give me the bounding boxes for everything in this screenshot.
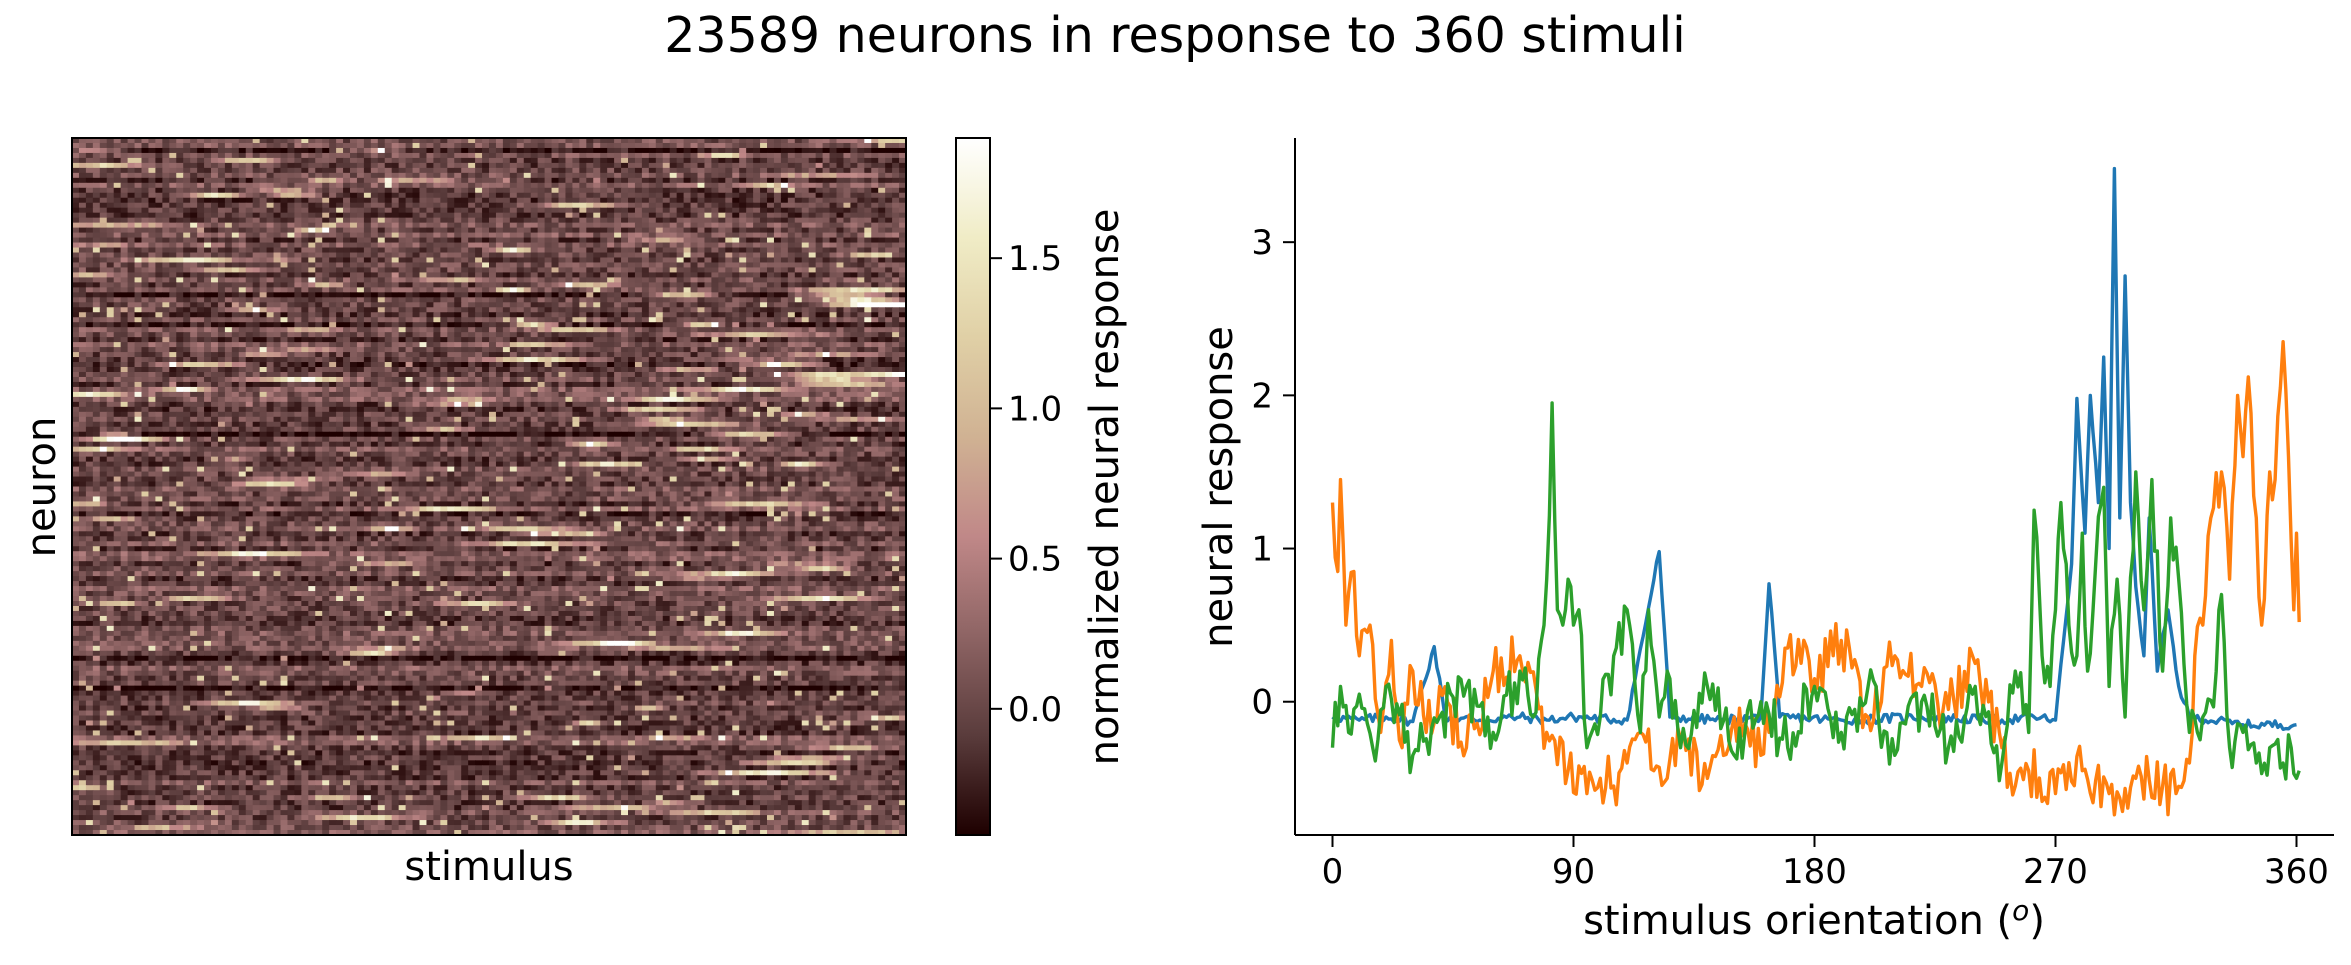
x-tick-label: 360 (2264, 852, 2329, 892)
colorbar-tick-label: 0.0 (1008, 690, 1062, 730)
colorbar-tick-label: 0.5 (1008, 540, 1062, 580)
heatmap-frame (71, 137, 907, 836)
line-series-group (1330, 166, 2301, 817)
colorbar-label: normalized neural response (1082, 209, 1128, 766)
x-tick-label: 180 (1782, 852, 1847, 892)
series-line-3 (1330, 401, 2301, 783)
x-tick-label: 0 (1322, 852, 1344, 892)
figure-title: 23589 neurons in response to 360 stimuli (664, 7, 1686, 64)
line-plot-xticks: 0 90 180 270 360 (1322, 835, 2329, 892)
heatmap-panel: stimulus neuron (19, 137, 907, 890)
colorbar-tick-label: 1.0 (1008, 389, 1062, 429)
line-plot-ylabel: neural response (1196, 326, 1242, 648)
y-tick-label: 3 (1251, 223, 1273, 263)
x-tick-label: 270 (2023, 852, 2088, 892)
colorbar-ticks: 0.0 0.5 1.0 1.5 (990, 239, 1062, 730)
series-line-2 (1330, 340, 2301, 817)
y-tick-label: 0 (1251, 683, 1273, 723)
y-tick-label: 1 (1251, 530, 1273, 570)
line-plot-xlabel: stimulus orientation (o) (1583, 894, 2045, 944)
y-tick-label: 2 (1251, 376, 1273, 416)
series-line-1 (1331, 166, 2297, 731)
colorbar: 0.0 0.5 1.0 1.5 normalized neural response (955, 137, 1128, 836)
colorbar-gradient (955, 137, 991, 836)
colorbar-tick-label: 1.5 (1008, 239, 1062, 279)
heatmap-xlabel: stimulus (404, 844, 573, 890)
x-tick-label: 90 (1552, 852, 1595, 892)
heatmap-cells (72, 138, 906, 835)
line-plot-yticks: 0 1 2 3 (1251, 223, 1295, 723)
heatmap-ylabel: neuron (19, 417, 65, 558)
line-plot-panel: 0 90 180 270 360 0 1 2 3 stimulus orientation (… (1196, 138, 2334, 944)
